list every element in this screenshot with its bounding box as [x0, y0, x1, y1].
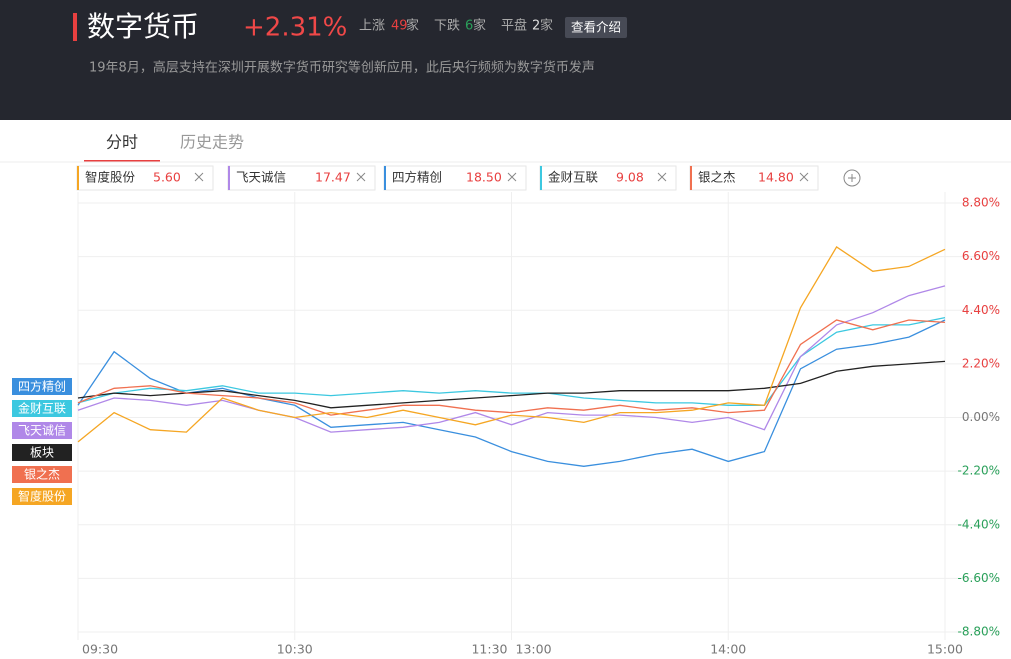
- chip-name[interactable]: 智度股份: [85, 170, 136, 185]
- legend-label: 智度股份: [18, 489, 66, 504]
- y-tick-label: -4.40%: [958, 517, 1000, 531]
- chip-name[interactable]: 金财互联: [548, 170, 599, 185]
- plot: 8.80% 6.60% 4.40% 2.20% 0.00% -2.20% -4.40% -6.…: [12, 192, 1000, 657]
- y-tick-label: 0.00%: [962, 410, 1000, 424]
- chip-name[interactable]: 银之杰: [698, 170, 736, 185]
- y-tick-label: 8.80%: [962, 196, 1000, 210]
- legend-swatch: [12, 466, 72, 483]
- series-line: [77, 285, 946, 433]
- chip-close[interactable]: [799, 172, 809, 182]
- x-tick-label: 14:00: [710, 642, 746, 657]
- legend-label: 四方精创: [18, 379, 66, 394]
- chip-price[interactable]: 17.47: [315, 170, 351, 185]
- y-tick-label: 6.60%: [962, 249, 1000, 263]
- unit: 家: [540, 18, 553, 34]
- chip-color: [690, 166, 692, 190]
- chip[interactable]: [76, 165, 214, 191]
- flat-label: 平盘: [501, 18, 527, 34]
- down-count: 6: [465, 19, 473, 34]
- series-line: [77, 319, 946, 416]
- chips: 智度股份 5.60 飞天诚信 17.47 四方精创 18.50 金财互联 9.08 银之杰 14.…: [76, 165, 819, 191]
- add-button[interactable]: [843, 169, 861, 187]
- legend-label: 飞天诚信: [18, 424, 66, 438]
- legend-swatch: [12, 400, 72, 417]
- change: +2.31%: [243, 13, 347, 43]
- chip-close[interactable]: [356, 172, 366, 182]
- tab-underline: [84, 160, 160, 162]
- x-tick-label: 15:00: [927, 642, 963, 657]
- chip-close[interactable]: [507, 172, 517, 182]
- chip-color: [228, 166, 230, 190]
- legend-label: 板块: [30, 446, 54, 460]
- chip[interactable]: [227, 165, 376, 191]
- legend-swatch: [12, 378, 72, 395]
- y-tick-label: -8.80%: [958, 625, 1000, 639]
- chip[interactable]: [383, 165, 527, 191]
- flat-count: 2: [532, 19, 540, 34]
- title: 数字货币: [87, 10, 199, 43]
- legend-label: 银之杰: [24, 468, 60, 482]
- chip-name[interactable]: 四方精创: [392, 170, 442, 185]
- y-tick-label: 4.40%: [962, 303, 1000, 317]
- chip-price[interactable]: 14.80: [758, 170, 794, 185]
- series-line: [77, 360, 946, 409]
- chip-color: [384, 166, 386, 190]
- up-label: 上涨: [359, 19, 385, 34]
- x-tick-label: 13:00: [516, 642, 552, 657]
- chip-close[interactable]: [194, 172, 204, 182]
- legend-label: 金财互联: [18, 401, 66, 416]
- unit: 家: [473, 18, 486, 34]
- header-bg: [0, 0, 1011, 120]
- intro-button-label[interactable]: 查看介绍: [571, 20, 621, 35]
- y-tick-label: -2.20%: [958, 464, 1000, 478]
- up-count: 49: [391, 19, 408, 34]
- intro-button[interactable]: [565, 17, 627, 38]
- description: 19年8月，高层支持在深圳开展数字货币研究等创新应用，此后央行频频为数字货币发声: [89, 60, 595, 76]
- tab[interactable]: 分时: [106, 133, 138, 152]
- x-tick-label: 09:30: [82, 642, 118, 657]
- x-tick-label: 10:30: [277, 642, 313, 657]
- x-tick-label: 11:30: [471, 642, 507, 657]
- chip-close[interactable]: [657, 172, 667, 182]
- legend-swatch: [12, 488, 72, 505]
- chip-color: [77, 166, 79, 190]
- title-marker: [73, 13, 77, 41]
- chip-price[interactable]: 9.08: [616, 170, 644, 185]
- legend-swatch: [12, 444, 72, 461]
- legend-swatch: [12, 422, 72, 439]
- chip-color: [540, 166, 542, 190]
- unit: 家: [406, 18, 419, 34]
- tab[interactable]: 历史走势: [180, 133, 244, 152]
- y-tick-label: -6.60%: [958, 571, 1000, 585]
- y-tick-label: 2.20%: [962, 356, 1000, 370]
- series-line: [77, 319, 946, 467]
- chip-price[interactable]: 18.50: [466, 170, 502, 185]
- chip-price[interactable]: 5.60: [153, 170, 181, 185]
- chip-name[interactable]: 飞天诚信: [236, 170, 286, 185]
- chip[interactable]: [689, 165, 819, 191]
- series-line: [77, 245, 946, 443]
- add-icon[interactable]: [848, 174, 856, 182]
- down-label: 下跌: [434, 18, 460, 34]
